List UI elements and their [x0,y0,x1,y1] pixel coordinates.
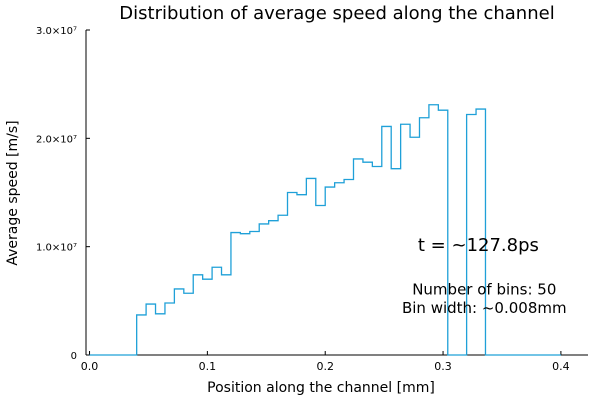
x-tick-label: 0.0 [81,360,99,373]
x-tick-label: 0.4 [552,360,570,373]
x-tick-label: 0.1 [199,360,217,373]
annotation-text: Bin width: ~0.008mm [402,299,567,317]
y-axis-label: Average speed [m/s] [5,120,21,265]
x-axis-label: Position along the channel [mm] [207,380,435,396]
y-tick-label: 2.0×10⁷ [36,134,77,145]
x-tick-label: 0.2 [316,360,334,373]
y-tick-group: 0 1.0×10⁷ 2.0×10⁷ 3.0×10⁷ [36,26,90,362]
x-tick-group: 0.0 0.1 0.2 0.3 0.4 [81,351,570,373]
annotation-text: t = ~127.8ps [418,235,539,256]
y-tick-label: 0 [71,351,77,362]
chart-title: Distribution of average speed along the … [119,3,554,24]
x-tick-label: 0.3 [434,360,452,373]
y-tick-label: 3.0×10⁷ [36,26,77,37]
speed-series-line [89,104,561,356]
annotation-text: Number of bins: 50 [412,280,556,298]
y-tick-label: 1.0×10⁷ [36,243,77,254]
